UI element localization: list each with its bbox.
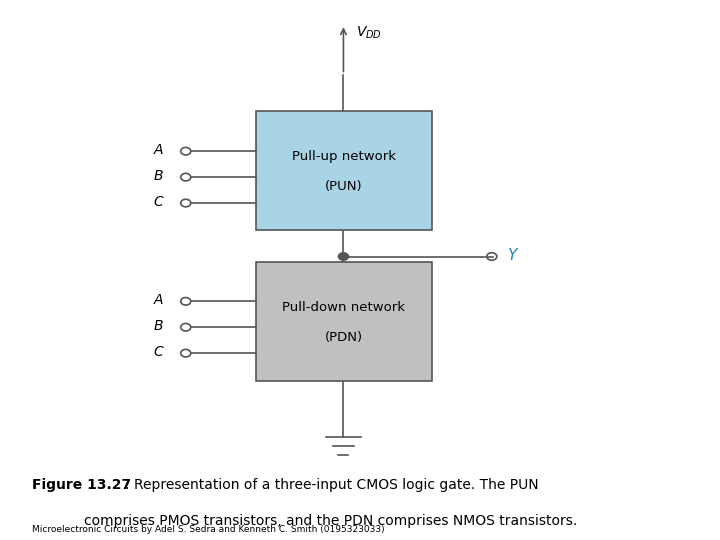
Text: $V_{DD}$: $V_{DD}$ — [356, 24, 382, 40]
Text: Figure 13.27: Figure 13.27 — [32, 478, 132, 492]
Text: $\mathit{A}$: $\mathit{A}$ — [153, 293, 164, 307]
Text: $\mathit{B}$: $\mathit{B}$ — [153, 169, 164, 183]
Text: : Representation of a three-input CMOS logic gate. The PUN: : Representation of a three-input CMOS l… — [125, 478, 538, 492]
Text: Microelectronic Circuits by Adel S. Sedra and Kenneth C. Smith (0195323033): Microelectronic Circuits by Adel S. Sedr… — [32, 524, 385, 534]
Text: Pull-up network: Pull-up network — [292, 150, 396, 163]
Text: Pull-down network: Pull-down network — [282, 301, 405, 314]
Text: (PUN): (PUN) — [325, 180, 363, 193]
Text: $\mathit{C}$: $\mathit{C}$ — [153, 195, 164, 209]
Bar — [256, 262, 432, 381]
Text: (PDN): (PDN) — [325, 331, 363, 344]
Text: comprises PMOS transistors, and the PDN comprises NMOS transistors.: comprises PMOS transistors, and the PDN … — [84, 514, 577, 528]
Text: $\mathit{B}$: $\mathit{B}$ — [153, 319, 164, 333]
Bar — [256, 111, 432, 230]
Text: $\mathit{C}$: $\mathit{C}$ — [153, 345, 164, 359]
Text: $\it{Y}$: $\it{Y}$ — [507, 247, 519, 264]
Circle shape — [338, 253, 348, 260]
Text: $\mathit{A}$: $\mathit{A}$ — [153, 143, 164, 157]
